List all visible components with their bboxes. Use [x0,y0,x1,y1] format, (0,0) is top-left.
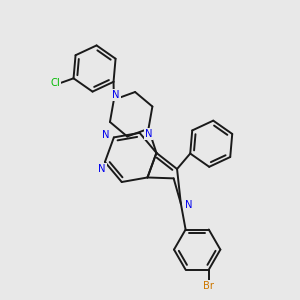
Text: N: N [112,90,120,100]
Text: N: N [102,130,109,140]
Text: Cl: Cl [50,78,60,88]
Text: Br: Br [203,281,214,291]
Text: N: N [184,200,192,210]
Text: N: N [145,129,152,139]
Text: N: N [98,164,106,173]
